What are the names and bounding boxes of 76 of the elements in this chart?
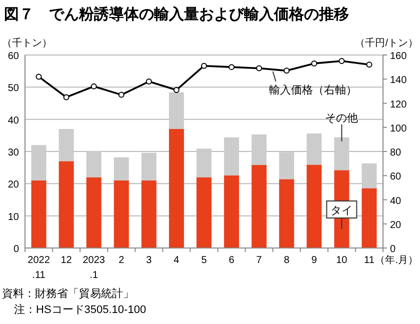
- point: [90, 83, 97, 90]
- y2-tick-label: 40: [390, 196, 402, 207]
- bar: [196, 177, 212, 248]
- x-tick-label: 4: [174, 255, 180, 266]
- point: [118, 92, 124, 98]
- bar: [86, 177, 102, 248]
- y-tick-label: 10: [8, 212, 20, 223]
- bar: [279, 152, 294, 180]
- y2-tick-label: 0: [390, 244, 396, 255]
- y2-tick-label: 60: [390, 172, 402, 183]
- bar: [114, 180, 129, 248]
- x-tick-label: 6: [228, 255, 235, 266]
- y2-axis-title: （千円/トン）: [355, 37, 418, 49]
- bar: [141, 180, 156, 248]
- bar: [224, 175, 240, 248]
- y2-tick-label: 160: [390, 51, 408, 62]
- bar: [86, 150, 102, 178]
- x-tick-label: 9: [311, 255, 318, 266]
- bar: [362, 188, 377, 248]
- bar: [334, 137, 350, 170]
- point: [228, 64, 235, 70]
- series-label: タイ: [330, 204, 353, 217]
- bar: [31, 145, 46, 180]
- point: [63, 94, 70, 100]
- bar: [279, 179, 294, 248]
- bar: [31, 180, 46, 248]
- y-tick-label: 40: [8, 115, 20, 126]
- point: [201, 62, 207, 69]
- y-tick-label: 30: [8, 148, 20, 158]
- bar: [168, 92, 184, 129]
- bar: [224, 137, 240, 176]
- point: [311, 60, 318, 66]
- x-axis-title: （年.月）: [375, 254, 418, 266]
- chart-title: 図７ でん粉誘導体の輸入量および輸入価格の推移: [4, 5, 349, 23]
- series-label: 輸入価格（右軸）: [268, 83, 357, 96]
- bar: [58, 128, 74, 162]
- bar: [58, 161, 74, 248]
- x-tick-label: 2022 .11: [28, 255, 50, 281]
- y-axis-title: （千トン）: [2, 37, 52, 49]
- bar: [362, 163, 377, 188]
- bar: [114, 157, 129, 180]
- x-tick-label: 8: [284, 255, 290, 266]
- y2-tick-label: 80: [390, 148, 402, 158]
- y2-tick-label: 120: [390, 99, 408, 110]
- point: [284, 68, 290, 74]
- point: [338, 58, 345, 64]
- y-tick-label: 0: [13, 244, 20, 255]
- x-tick-label: 11: [364, 255, 375, 266]
- point: [256, 65, 262, 72]
- bar: [252, 165, 267, 248]
- point: [173, 86, 180, 93]
- x-tick-label: 10: [336, 255, 348, 266]
- bar: [252, 134, 267, 166]
- bar: [196, 148, 212, 178]
- y-tick-label: 60: [8, 51, 20, 62]
- y2-tick-label: 100: [390, 123, 408, 134]
- x-tick-label: 12: [60, 255, 72, 266]
- x-tick-label: 3: [146, 255, 152, 266]
- bar: [141, 152, 156, 180]
- y-tick-label: 50: [8, 83, 20, 94]
- y2-tick-label: 140: [390, 75, 408, 86]
- x-tick-label: 2023 .1: [82, 255, 106, 281]
- x-tick-label: 7: [256, 255, 262, 266]
- y-tick-label: 20: [8, 180, 20, 191]
- point: [366, 62, 372, 68]
- bar: [306, 133, 322, 165]
- text: 資料：財務省「貿易統計」: [2, 287, 134, 300]
- x-tick-label: 5: [201, 255, 208, 266]
- text: 注：HSコード3505.10-100: [14, 303, 146, 316]
- bar: [306, 164, 322, 248]
- point: [146, 78, 152, 85]
- point: [36, 74, 42, 80]
- series-label: その他: [325, 112, 358, 124]
- y2-tick-label: 20: [390, 220, 402, 231]
- x-tick-label: 2: [118, 255, 125, 266]
- bar: [168, 128, 184, 248]
